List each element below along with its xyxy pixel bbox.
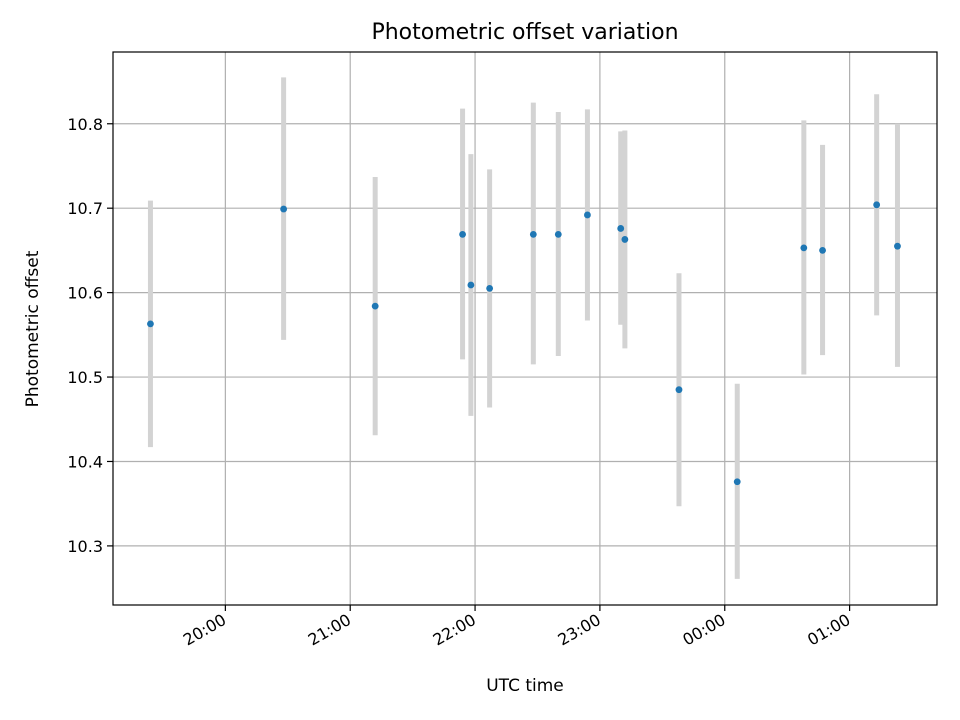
y-tick-label: 10.7	[67, 199, 103, 218]
axes-frame	[112, 51, 938, 606]
y-tick-label: 10.8	[67, 115, 103, 134]
data-point	[675, 386, 683, 394]
data-point	[733, 478, 741, 486]
data-point	[554, 230, 562, 238]
y-tick-label: 10.4	[67, 452, 103, 471]
chart-title: Photometric offset variation	[371, 20, 678, 45]
data-point-layer	[147, 201, 901, 486]
data-point	[800, 244, 808, 252]
data-point	[280, 205, 288, 213]
data-point	[873, 201, 881, 209]
data-point	[529, 230, 537, 238]
data-point	[486, 284, 494, 292]
data-point	[467, 281, 475, 289]
data-point	[147, 320, 154, 328]
y-tick-label: 10.6	[67, 284, 103, 303]
data-point	[584, 211, 591, 219]
data-point	[371, 302, 379, 310]
data-point	[894, 242, 901, 250]
data-point	[459, 230, 466, 238]
y-tick-label: 10.3	[67, 537, 103, 556]
data-point	[819, 247, 826, 254]
grid-layer	[113, 52, 937, 605]
data-point	[617, 225, 625, 232]
y-axis-label: Photometric offset	[23, 250, 43, 407]
x-axis-label: UTC time	[486, 676, 564, 696]
y-tick-label: 10.5	[67, 368, 103, 387]
data-point	[621, 236, 629, 243]
